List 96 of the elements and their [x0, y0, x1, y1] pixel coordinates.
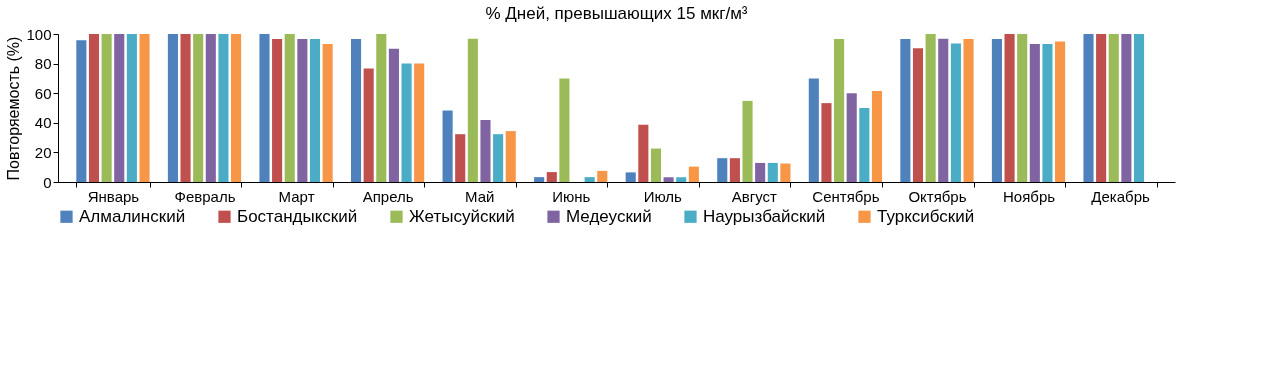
bar: [991, 38, 1002, 182]
bar: [218, 34, 229, 182]
bar: [297, 38, 308, 182]
bar: [363, 68, 374, 182]
x-tick-label: Май: [464, 187, 495, 205]
x-tick-label: Март: [278, 187, 315, 205]
bar: [114, 34, 125, 182]
bar: [455, 134, 466, 182]
x-tick-label: Июнь: [552, 187, 591, 205]
y-tick-label: 100: [26, 25, 52, 43]
bar: [638, 124, 649, 182]
x-tick-label: Декабрь: [1091, 187, 1150, 205]
bar: [259, 34, 270, 182]
bar: [663, 177, 674, 182]
x-tick-label: Февраль: [174, 187, 236, 205]
bar: [205, 34, 216, 182]
bar: [650, 148, 662, 182]
bar: [717, 158, 728, 182]
y-tick-label: 80: [34, 55, 52, 73]
y-tick-label: 20: [34, 143, 52, 161]
bar: [625, 172, 636, 182]
bar: [925, 34, 936, 182]
legend-label: Жетысуйский: [409, 206, 515, 226]
x-tick-label: Апрель: [362, 187, 414, 205]
bar: [688, 166, 699, 182]
bar: [742, 100, 753, 182]
x-tick-label: Октябрь: [908, 187, 967, 205]
bar: [808, 78, 819, 182]
bar: [950, 43, 961, 182]
x-tick-label: Ноябрь: [1002, 187, 1056, 205]
bar: [309, 38, 321, 182]
x-tick-label: Август: [731, 187, 778, 205]
legend-label: Наурызбайский: [703, 206, 826, 226]
bar: [322, 43, 333, 182]
legend-label: Медеуский: [566, 206, 652, 226]
bar: [1029, 43, 1040, 182]
bar: [231, 34, 242, 182]
bar: [1017, 34, 1028, 182]
bar: [1083, 34, 1094, 182]
bar: [167, 34, 178, 182]
bar: [1004, 34, 1015, 182]
chart-title: % Дней, превышающих 15 мкг/м³: [485, 4, 748, 23]
bar: [597, 170, 608, 182]
bar: [76, 40, 87, 182]
x-tick-label: Январь: [87, 187, 140, 205]
bar: [272, 38, 283, 182]
bar: [767, 162, 778, 182]
legend-label: Алмалинский: [79, 206, 186, 226]
bar: [493, 134, 504, 182]
bar: [193, 34, 204, 182]
bar: [871, 90, 883, 182]
bar: [88, 34, 100, 182]
bar: [1133, 34, 1145, 182]
bar: [1121, 34, 1132, 182]
bar: [834, 38, 845, 182]
bar: [729, 158, 740, 182]
bar: [376, 34, 387, 182]
bar: [126, 34, 137, 182]
bar: [350, 38, 362, 182]
bar: [938, 38, 949, 182]
bar: [912, 48, 924, 182]
bar: [480, 119, 491, 182]
bar: [414, 63, 425, 182]
bar: [1096, 34, 1107, 182]
bar: [1108, 34, 1119, 182]
x-tick-label: Июль: [643, 187, 683, 205]
legend-label: Турксибский: [877, 206, 975, 226]
bar: [139, 34, 150, 182]
bar: [388, 48, 399, 182]
bar: [755, 162, 766, 182]
bar: [101, 34, 112, 182]
y-tick-label: 60: [34, 84, 52, 102]
bar: [676, 177, 687, 182]
bar: [1055, 41, 1066, 182]
legend-label: Бостандыкский: [237, 206, 358, 226]
bar: [442, 110, 453, 182]
bar: [780, 163, 791, 182]
bar: [467, 38, 478, 182]
bar: [559, 78, 570, 182]
bar: [846, 93, 857, 182]
bar: [900, 38, 911, 182]
bar: [401, 63, 412, 182]
bar: [821, 103, 832, 182]
y-tick-label: 0: [43, 173, 52, 191]
bar: [1042, 43, 1053, 182]
y-tick-label: 40: [34, 114, 52, 132]
y-axis-title: Повторяемость (%): [5, 36, 23, 181]
bar: [963, 38, 974, 182]
bar: [584, 177, 595, 182]
bar: [180, 34, 191, 182]
bar: [284, 34, 295, 182]
bar: [546, 172, 557, 182]
x-tick-label: Сентябрь: [812, 187, 880, 205]
bar: [859, 108, 870, 182]
bar: [505, 131, 516, 182]
bar: [534, 177, 545, 182]
